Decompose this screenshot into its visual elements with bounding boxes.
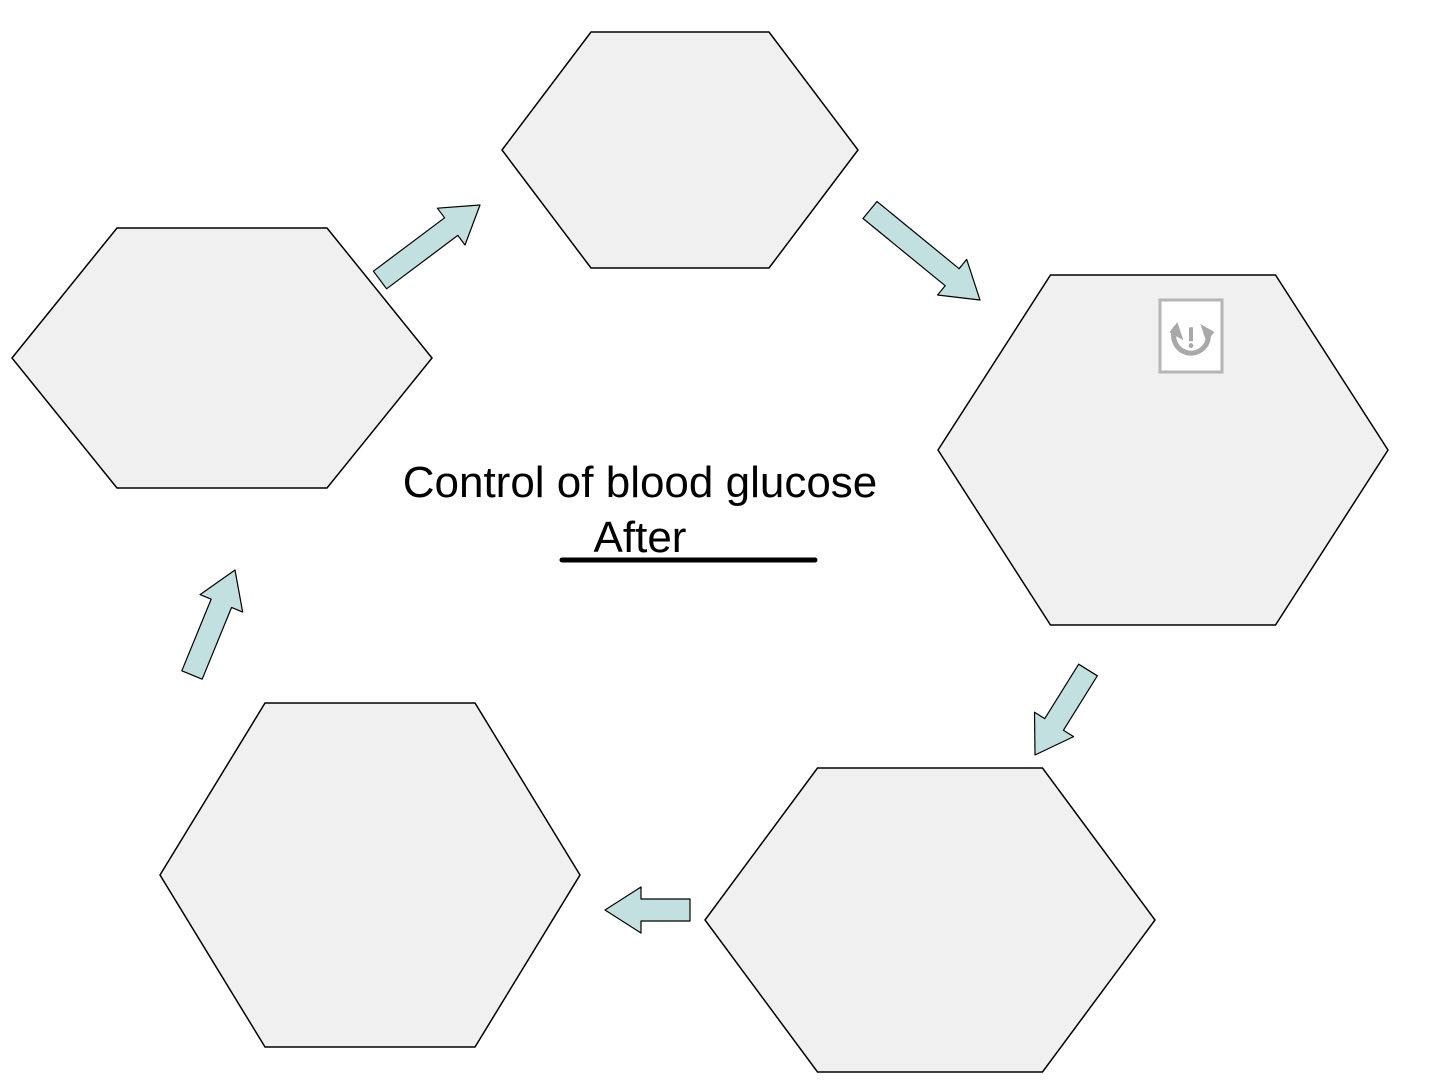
arrow-right-to-br: [1015, 658, 1107, 767]
arrow-bl-to-left: [171, 561, 257, 683]
arrow-br-to-bl: [605, 887, 690, 933]
hex-bottom-right: [705, 768, 1155, 1072]
title-line-2-prefix: After: [594, 513, 687, 562]
hex-bottom-left: [160, 703, 580, 1047]
refresh-icon: [1160, 300, 1222, 372]
hex-left: [12, 228, 432, 488]
arrow-top-to-right: [855, 192, 994, 318]
hex-top: [502, 32, 858, 268]
title-line-2: After: [330, 510, 950, 565]
diagram-title: Control of blood glucose After: [330, 455, 950, 565]
arrow-left-to-top: [366, 187, 494, 299]
title-line-1: Control of blood glucose: [330, 455, 950, 510]
